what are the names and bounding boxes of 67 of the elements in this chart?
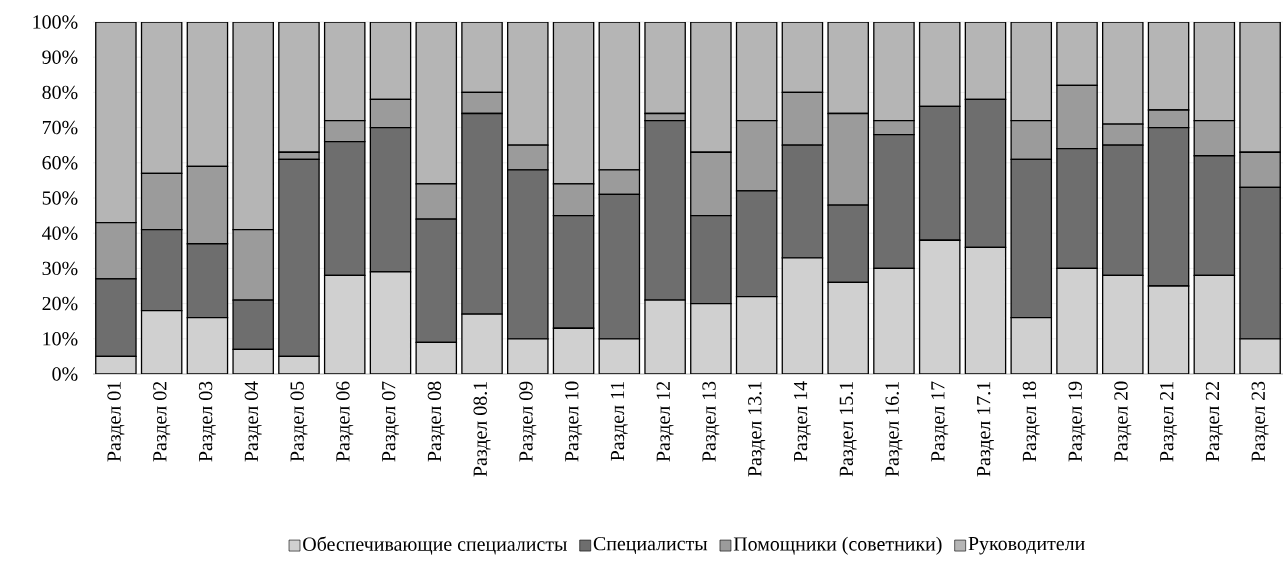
x-tick-label: Раздел 04 xyxy=(244,381,262,462)
x-tick-label: Раздел 08 xyxy=(427,381,445,462)
y-tick-label: 30% xyxy=(42,261,78,276)
x-tick-label: Раздел 06 xyxy=(336,381,354,462)
x-tick-label: Раздел 13 xyxy=(702,381,720,462)
bar xyxy=(186,22,229,167)
y-tick-label: 70% xyxy=(42,120,78,135)
y-tick-label: 80% xyxy=(42,85,78,100)
bar xyxy=(781,22,824,94)
x-tick-label: Раздел 08.1 xyxy=(473,382,491,477)
legend-label: Специалисты xyxy=(593,536,708,555)
y-tick-label: 50% xyxy=(42,191,78,205)
legend-label: Обеспечивающие специалисты xyxy=(303,536,567,555)
y-tick-label: 100% xyxy=(33,15,78,29)
bar xyxy=(644,22,686,115)
y-tick-label: 0% xyxy=(52,367,78,381)
legend-label: Руководители xyxy=(968,537,1085,555)
bar xyxy=(552,22,595,185)
y-tick-label: 20% xyxy=(42,296,78,311)
bar xyxy=(598,22,641,171)
x-tick-label: Раздел 10 xyxy=(565,381,583,462)
x-tick-label: Раздел 09 xyxy=(519,381,537,462)
x-tick-label: Раздел 02 xyxy=(153,381,171,462)
x-tick-label: Раздел 18 xyxy=(1022,381,1040,462)
x-tick-label: Раздел 05 xyxy=(290,381,308,462)
bar xyxy=(140,22,183,175)
bar xyxy=(369,22,412,101)
x-tick-label: Раздел 22 xyxy=(1205,381,1223,462)
bar xyxy=(95,22,137,224)
bar xyxy=(507,22,549,146)
bar xyxy=(278,22,320,153)
bar xyxy=(827,22,869,115)
x-tick-label: Раздел 07 xyxy=(381,381,400,462)
x-tick-label: Раздел 14 xyxy=(793,381,811,462)
legend-label: Помощники (советники) xyxy=(733,536,942,555)
bar xyxy=(232,22,274,231)
y-tick-label: 90% xyxy=(42,50,78,64)
bar xyxy=(461,22,503,94)
bar xyxy=(964,22,1007,101)
x-tick-label: Раздел 17 xyxy=(931,381,949,462)
bar xyxy=(1010,22,1053,122)
x-tick-label: Раздел 03 xyxy=(198,381,216,462)
bar xyxy=(690,22,732,153)
x-tick-label: Раздел 15.1 xyxy=(839,382,857,477)
y-tick-label: 10% xyxy=(43,332,78,346)
x-tick-label: Раздел 23 xyxy=(1251,381,1269,462)
bar xyxy=(918,22,961,108)
bar xyxy=(1102,22,1144,125)
x-tick-label: Раздел 19 xyxy=(1068,381,1086,462)
bar xyxy=(1056,22,1098,87)
bar xyxy=(1147,22,1190,111)
bar xyxy=(873,22,915,122)
x-tick-label: Раздел 11 xyxy=(610,382,628,461)
x-tick-label: Раздел 13.1 xyxy=(748,382,766,477)
x-tick-label: Раздел 17.1 xyxy=(976,382,994,477)
y-tick-label: 60% xyxy=(42,156,78,170)
x-tick-label: Раздел 16.1 xyxy=(885,382,903,477)
bar xyxy=(415,22,458,185)
bar xyxy=(323,22,366,122)
bar xyxy=(1193,22,1236,122)
x-tick-label: Раздел 01 xyxy=(107,382,125,462)
bar xyxy=(1239,22,1281,153)
x-tick-label: Раздел 12 xyxy=(656,381,674,462)
y-tick-label: 40% xyxy=(42,226,78,240)
bar xyxy=(735,22,778,122)
x-tick-label: Раздел 20 xyxy=(1114,381,1132,462)
x-tick-label: Раздел 21 xyxy=(1160,382,1178,462)
